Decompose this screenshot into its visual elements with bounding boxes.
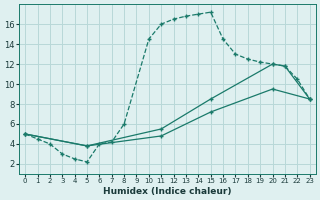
X-axis label: Humidex (Indice chaleur): Humidex (Indice chaleur) <box>103 187 232 196</box>
